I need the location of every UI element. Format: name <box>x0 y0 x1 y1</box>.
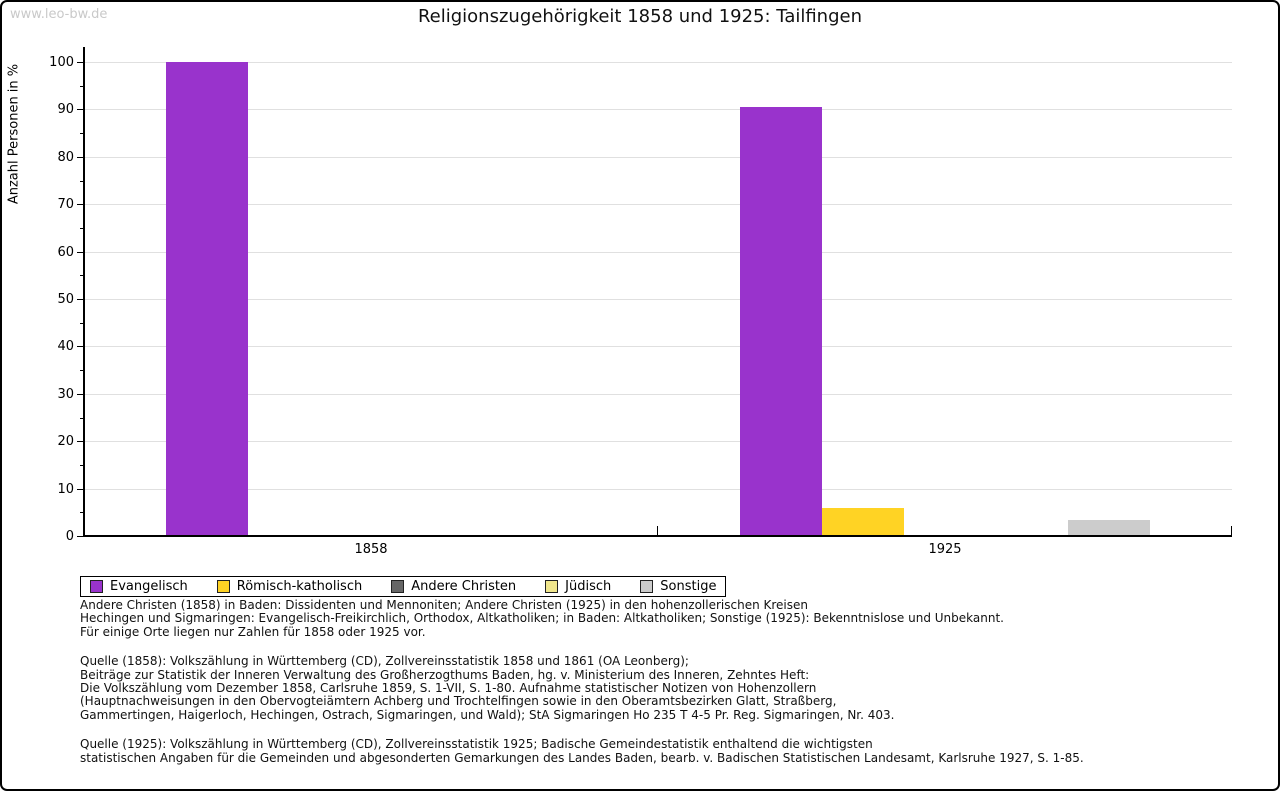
y-tick <box>80 512 84 514</box>
y-tick <box>77 488 84 490</box>
y-tick <box>77 441 84 443</box>
x-axis-line <box>84 535 1232 537</box>
footnote-spacer <box>80 722 1084 738</box>
y-tick <box>77 346 84 348</box>
legend-label: Jüdisch <box>565 579 612 594</box>
gridline <box>84 299 1232 300</box>
y-tick <box>77 251 84 253</box>
legend-item-sonstige[interactable]: Sonstige <box>640 580 716 593</box>
footnote-line: Beiträge zur Statistik der Inneren Verwa… <box>80 667 810 682</box>
footnote-line: statistischen Angaben für die Gemeinden … <box>80 750 1084 765</box>
y-tick <box>80 464 84 466</box>
x-axis-boundary-tick <box>1231 526 1232 535</box>
y-axis-label: Anzahl Personen in % <box>6 63 22 205</box>
gridline <box>84 488 1232 490</box>
legend-swatch <box>391 580 405 593</box>
footnotes: Andere Christen (1858) in Baden: Disside… <box>80 598 1084 765</box>
y-tick <box>80 227 84 229</box>
gridline <box>84 204 1232 206</box>
watermark: www.leo-bw.de <box>10 7 108 22</box>
gridline <box>84 109 1232 111</box>
y-tick <box>77 299 84 300</box>
gridline <box>84 393 1232 395</box>
footnote-line: Für einige Orte liegen nur Zahlen für 18… <box>80 624 426 639</box>
y-tick-label: 80 <box>57 149 74 165</box>
footnote-line: Quelle (1925): Volkszählung in Württembe… <box>80 737 873 752</box>
y-tick-label: 60 <box>57 244 74 260</box>
y-tick-label: 0 <box>65 529 74 544</box>
footnote-spacer <box>80 639 1084 655</box>
y-tick <box>77 156 84 158</box>
legend-item-evangelisch[interactable]: Evangelisch <box>90 580 188 593</box>
y-tick <box>77 62 84 63</box>
y-tick <box>80 417 84 419</box>
footnote-line: Hechingen und Sigmaringen: Evangelisch-F… <box>80 611 1004 626</box>
y-tick-label: 50 <box>57 292 74 307</box>
gridline <box>84 156 1232 158</box>
legend-item-j-disch[interactable]: Jüdisch <box>545 580 611 593</box>
legend-label: Andere Christen <box>411 579 517 594</box>
footnote-line: Quelle (1858): Volkszählung in Württembe… <box>80 654 689 669</box>
gridline <box>84 441 1232 443</box>
y-axis-line <box>83 47 85 537</box>
y-tick <box>77 109 84 111</box>
chart-title: Religionszugehörigkeit 1858 und 1925: Ta… <box>417 6 863 27</box>
legend: Evangelisch Römisch-katholisch Andere Chri… <box>80 576 727 597</box>
y-tick-label: 20 <box>57 434 74 450</box>
y-tick <box>80 85 84 87</box>
y-tick-label: 30 <box>57 386 74 402</box>
y-tick-label: 90 <box>57 102 74 118</box>
bar-1858-evangelisch[interactable] <box>166 62 248 536</box>
y-tick <box>77 393 84 395</box>
bar-1925-r-misch-katholisch[interactable] <box>822 508 904 536</box>
y-tick <box>80 133 84 135</box>
x-category-label: 1925 <box>928 542 962 557</box>
legend-swatch <box>545 580 559 593</box>
bar-1925-evangelisch[interactable] <box>740 106 822 536</box>
x-category-label: 1858 <box>354 542 388 557</box>
legend-swatch <box>90 580 103 593</box>
bar-1925-sonstige[interactable] <box>1068 520 1150 536</box>
legend-item-r-misch-katholisch[interactable]: Römisch-katholisch <box>216 579 363 594</box>
footnote-line: Die Volkszählung vom Dezember 1858, Carl… <box>80 680 817 695</box>
y-tick <box>80 180 84 182</box>
y-tick <box>77 536 84 537</box>
y-tick-label: 70 <box>57 197 74 213</box>
gridline <box>84 346 1232 348</box>
y-tick <box>80 322 84 324</box>
legend-label: Römisch-katholisch <box>236 579 363 594</box>
footnote-line: Gammertingen, Haigerloch, Hechingen, Ost… <box>80 707 895 722</box>
y-tick <box>77 204 84 206</box>
y-tick <box>80 370 84 372</box>
legend-swatch <box>640 580 654 593</box>
legend-item-andere-christen[interactable]: Andere Christen <box>391 580 516 593</box>
gridline <box>84 62 1232 63</box>
plot-area <box>84 62 1232 536</box>
y-tick-label: 100 <box>49 55 74 70</box>
y-tick-label: 10 <box>57 481 74 497</box>
footnote-line: (Hauptnachweisungen in den Obervogteiämt… <box>80 694 837 709</box>
legend-swatch <box>216 580 230 593</box>
legend-label: Sonstige <box>660 579 717 594</box>
legend-label: Evangelisch <box>110 579 188 594</box>
y-tick <box>80 275 84 277</box>
x-axis-boundary-tick <box>657 526 658 535</box>
footnote-line: Andere Christen (1858) in Baden: Disside… <box>80 598 808 612</box>
gridline <box>84 251 1232 253</box>
y-tick-label: 40 <box>57 339 74 355</box>
